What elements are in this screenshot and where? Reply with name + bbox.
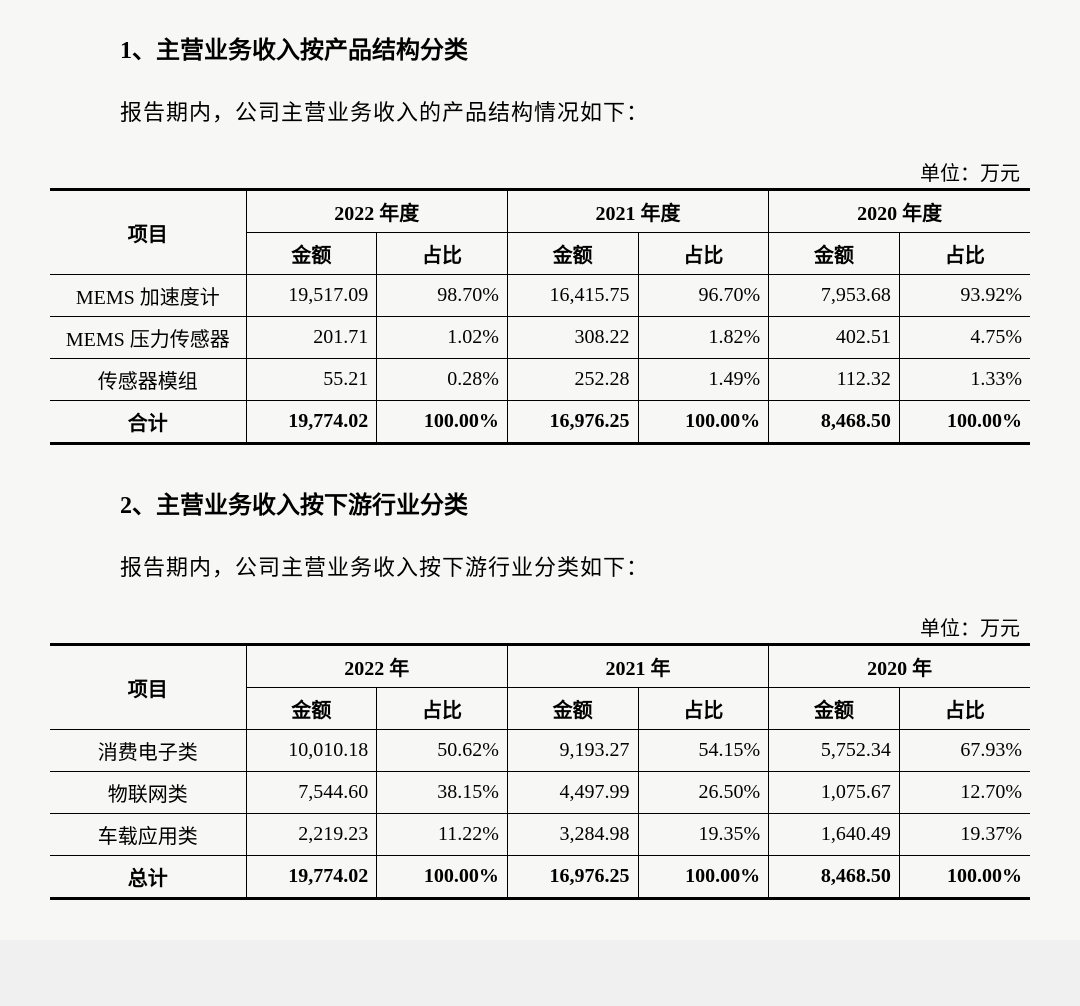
cell-amount: 10,010.18 bbox=[246, 730, 377, 772]
cell-amount: 7,544.60 bbox=[246, 772, 377, 814]
cell-amount: 112.32 bbox=[769, 359, 900, 401]
col-item: 项目 bbox=[50, 645, 246, 730]
col-year-2020: 2020 年度 bbox=[769, 190, 1030, 233]
cell-amount: 8,468.50 bbox=[769, 856, 900, 899]
cell-ratio: 54.15% bbox=[638, 730, 769, 772]
section2-table: 项目 2022 年 2021 年 2020 年 金额 占比 金额 占比 金额 占… bbox=[50, 643, 1030, 900]
row-label: 总计 bbox=[50, 856, 246, 899]
row-label: MEMS 压力传感器 bbox=[50, 317, 246, 359]
cell-amount: 4,497.99 bbox=[507, 772, 638, 814]
table-row: 车载应用类 2,219.23 11.22% 3,284.98 19.35% 1,… bbox=[50, 814, 1030, 856]
cell-ratio: 67.93% bbox=[899, 730, 1030, 772]
section2-unit: 单位：万元 bbox=[50, 612, 1020, 641]
cell-ratio: 100.00% bbox=[638, 401, 769, 444]
cell-ratio: 100.00% bbox=[899, 856, 1030, 899]
cell-ratio: 12.70% bbox=[899, 772, 1030, 814]
col-year-2020: 2020 年 bbox=[769, 645, 1030, 688]
row-label: 车载应用类 bbox=[50, 814, 246, 856]
table-row: 传感器模组 55.21 0.28% 252.28 1.49% 112.32 1.… bbox=[50, 359, 1030, 401]
cell-ratio: 1.02% bbox=[377, 317, 508, 359]
col-item: 项目 bbox=[50, 190, 246, 275]
cell-amount: 19,774.02 bbox=[246, 856, 377, 899]
cell-ratio: 50.62% bbox=[377, 730, 508, 772]
col-year-2022: 2022 年 bbox=[246, 645, 507, 688]
cell-amount: 201.71 bbox=[246, 317, 377, 359]
cell-amount: 9,193.27 bbox=[507, 730, 638, 772]
cell-amount: 16,976.25 bbox=[507, 856, 638, 899]
col-amount: 金额 bbox=[769, 688, 900, 730]
cell-ratio: 1.82% bbox=[638, 317, 769, 359]
col-ratio: 占比 bbox=[638, 233, 769, 275]
col-year-2022: 2022 年度 bbox=[246, 190, 507, 233]
col-ratio: 占比 bbox=[377, 688, 508, 730]
col-ratio: 占比 bbox=[377, 233, 508, 275]
row-label: 传感器模组 bbox=[50, 359, 246, 401]
cell-ratio: 98.70% bbox=[377, 275, 508, 317]
cell-ratio: 100.00% bbox=[899, 401, 1030, 444]
cell-ratio: 4.75% bbox=[899, 317, 1030, 359]
document-page: 1、主营业务收入按产品结构分类 报告期内，公司主营业务收入的产品结构情况如下： … bbox=[0, 0, 1080, 940]
col-year-2021: 2021 年度 bbox=[507, 190, 768, 233]
col-amount: 金额 bbox=[507, 688, 638, 730]
cell-ratio: 11.22% bbox=[377, 814, 508, 856]
cell-ratio: 93.92% bbox=[899, 275, 1030, 317]
cell-amount: 16,976.25 bbox=[507, 401, 638, 444]
col-amount: 金额 bbox=[507, 233, 638, 275]
cell-amount: 2,219.23 bbox=[246, 814, 377, 856]
row-label: 消费电子类 bbox=[50, 730, 246, 772]
cell-amount: 308.22 bbox=[507, 317, 638, 359]
table-total-row: 总计 19,774.02 100.00% 16,976.25 100.00% 8… bbox=[50, 856, 1030, 899]
col-amount: 金额 bbox=[246, 233, 377, 275]
cell-amount: 7,953.68 bbox=[769, 275, 900, 317]
table-header-row: 项目 2022 年 2021 年 2020 年 bbox=[50, 645, 1030, 688]
section1-title: 1、主营业务收入按产品结构分类 bbox=[120, 30, 1030, 65]
cell-ratio: 96.70% bbox=[638, 275, 769, 317]
cell-amount: 402.51 bbox=[769, 317, 900, 359]
col-ratio: 占比 bbox=[899, 233, 1030, 275]
cell-amount: 8,468.50 bbox=[769, 401, 900, 444]
col-ratio: 占比 bbox=[638, 688, 769, 730]
cell-amount: 55.21 bbox=[246, 359, 377, 401]
cell-ratio: 0.28% bbox=[377, 359, 508, 401]
row-label: MEMS 加速度计 bbox=[50, 275, 246, 317]
row-label: 合计 bbox=[50, 401, 246, 444]
cell-amount: 19,774.02 bbox=[246, 401, 377, 444]
cell-amount: 16,415.75 bbox=[507, 275, 638, 317]
section2-title: 2、主营业务收入按下游行业分类 bbox=[120, 485, 1030, 520]
cell-ratio: 100.00% bbox=[377, 401, 508, 444]
table-row: MEMS 加速度计 19,517.09 98.70% 16,415.75 96.… bbox=[50, 275, 1030, 317]
cell-ratio: 100.00% bbox=[377, 856, 508, 899]
row-label: 物联网类 bbox=[50, 772, 246, 814]
table-header-row: 项目 2022 年度 2021 年度 2020 年度 bbox=[50, 190, 1030, 233]
table-total-row: 合计 19,774.02 100.00% 16,976.25 100.00% 8… bbox=[50, 401, 1030, 444]
col-amount: 金额 bbox=[246, 688, 377, 730]
cell-ratio: 19.35% bbox=[638, 814, 769, 856]
table-row: 物联网类 7,544.60 38.15% 4,497.99 26.50% 1,0… bbox=[50, 772, 1030, 814]
section1-unit: 单位：万元 bbox=[50, 157, 1020, 186]
cell-amount: 19,517.09 bbox=[246, 275, 377, 317]
section1-intro: 报告期内，公司主营业务收入的产品结构情况如下： bbox=[120, 95, 1030, 127]
cell-amount: 252.28 bbox=[507, 359, 638, 401]
cell-amount: 1,640.49 bbox=[769, 814, 900, 856]
table-row: MEMS 压力传感器 201.71 1.02% 308.22 1.82% 402… bbox=[50, 317, 1030, 359]
cell-ratio: 1.33% bbox=[899, 359, 1030, 401]
cell-amount: 3,284.98 bbox=[507, 814, 638, 856]
cell-ratio: 100.00% bbox=[638, 856, 769, 899]
section1-table: 项目 2022 年度 2021 年度 2020 年度 金额 占比 金额 占比 金… bbox=[50, 188, 1030, 445]
table-row: 消费电子类 10,010.18 50.62% 9,193.27 54.15% 5… bbox=[50, 730, 1030, 772]
col-ratio: 占比 bbox=[899, 688, 1030, 730]
cell-amount: 5,752.34 bbox=[769, 730, 900, 772]
col-year-2021: 2021 年 bbox=[507, 645, 768, 688]
cell-ratio: 19.37% bbox=[899, 814, 1030, 856]
section2-intro: 报告期内，公司主营业务收入按下游行业分类如下： bbox=[120, 550, 1030, 582]
cell-ratio: 1.49% bbox=[638, 359, 769, 401]
cell-amount: 1,075.67 bbox=[769, 772, 900, 814]
cell-ratio: 38.15% bbox=[377, 772, 508, 814]
col-amount: 金额 bbox=[769, 233, 900, 275]
cell-ratio: 26.50% bbox=[638, 772, 769, 814]
